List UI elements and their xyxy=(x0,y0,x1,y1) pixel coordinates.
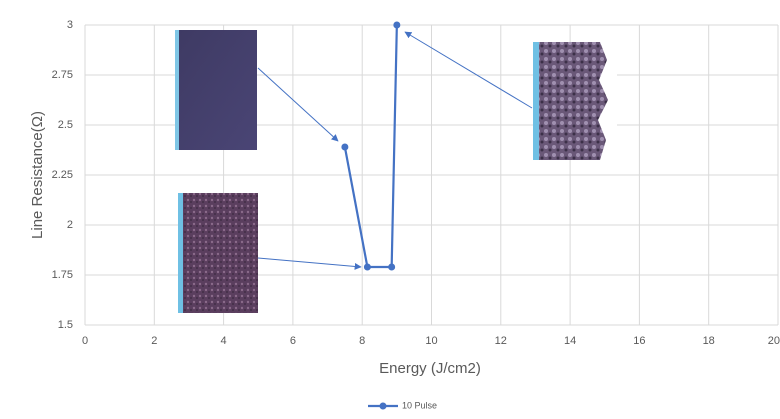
series-line xyxy=(345,25,397,267)
x-tick-label: 12 xyxy=(495,335,507,347)
inset-edge xyxy=(178,193,183,313)
x-tick-label: 10 xyxy=(425,335,437,347)
y-tick-label: 3 xyxy=(67,19,73,31)
x-tick-label: 18 xyxy=(703,335,715,347)
x-tick-label: 8 xyxy=(359,335,365,347)
legend-label: 10 Pulse xyxy=(402,400,437,410)
x-tick-label: 2 xyxy=(151,335,157,347)
inset-image xyxy=(175,30,257,150)
data-point xyxy=(341,144,348,151)
chart: Energy (J/cm2) Line Resistance(Ω) 10 Pul… xyxy=(0,0,780,419)
y-tick-label: 1.5 xyxy=(58,319,73,331)
y-tick-label: 2.75 xyxy=(52,69,73,81)
inset-image xyxy=(533,42,617,160)
y-tick-label: 1.75 xyxy=(52,269,73,281)
legend-marker xyxy=(380,403,387,410)
arrow xyxy=(258,68,338,141)
inset-edge xyxy=(175,30,179,150)
x-axis-title: Energy (J/cm2) xyxy=(379,360,481,377)
y-axis-title: Line Resistance(Ω) xyxy=(29,111,46,239)
x-tick-label: 6 xyxy=(290,335,296,347)
arrow xyxy=(258,258,361,267)
x-tick-label: 4 xyxy=(221,335,227,347)
plot xyxy=(341,22,400,271)
y-tick-label: 2.5 xyxy=(58,119,73,131)
legend: 10 Pulse xyxy=(368,400,437,410)
y-tick-label: 2 xyxy=(67,219,73,231)
data-point xyxy=(364,264,371,271)
x-tick-label: 16 xyxy=(633,335,645,347)
data-point xyxy=(393,22,400,29)
x-tick-label: 14 xyxy=(564,335,576,347)
inset-image xyxy=(178,193,258,313)
data-point xyxy=(388,264,395,271)
y-tick-label: 2.25 xyxy=(52,169,73,181)
x-tick-label: 0 xyxy=(82,335,88,347)
arrow xyxy=(405,32,532,108)
inset-edge xyxy=(533,42,539,160)
x-tick-label: 20 xyxy=(768,335,780,347)
